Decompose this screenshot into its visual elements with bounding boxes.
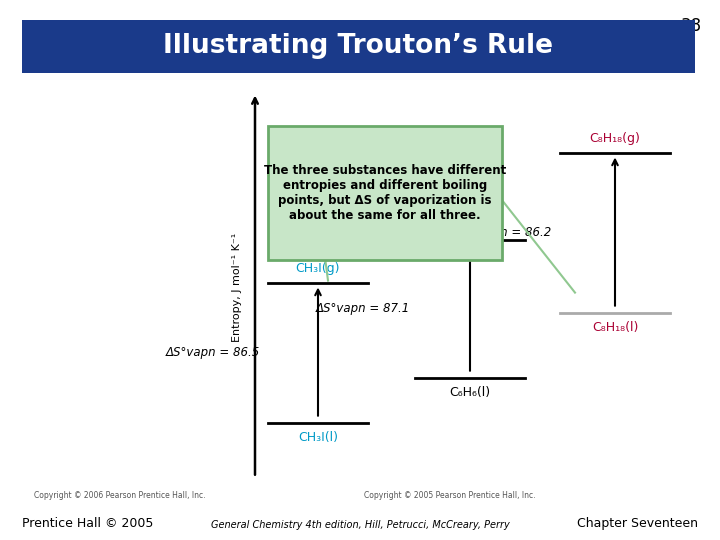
- Text: C₈H₁₈(g): C₈H₁₈(g): [590, 132, 640, 145]
- Text: ΔS°vapn = 86.2: ΔS°vapn = 86.2: [458, 226, 552, 239]
- Text: CH₃I(l): CH₃I(l): [298, 430, 338, 443]
- Text: General Chemistry 4th edition, Hill, Petrucci, McCreary, Perry: General Chemistry 4th edition, Hill, Pet…: [211, 520, 509, 530]
- Text: Copyright © 2005 Pearson Prentice Hall, Inc.: Copyright © 2005 Pearson Prentice Hall, …: [364, 491, 536, 500]
- Text: Copyright © 2006 Pearson Prentice Hall, Inc.: Copyright © 2006 Pearson Prentice Hall, …: [35, 491, 206, 500]
- Text: C₆H₆(l): C₆H₆(l): [449, 386, 490, 399]
- Text: Chapter Seventeen: Chapter Seventeen: [577, 517, 698, 530]
- Text: C₈H₁₈(l): C₈H₁₈(l): [592, 321, 638, 334]
- Text: ΔS°vapn = 87.1: ΔS°vapn = 87.1: [316, 302, 410, 315]
- Text: C₆H₆(g): C₆H₆(g): [447, 219, 492, 232]
- Text: CH₃I(g): CH₃I(g): [296, 261, 341, 275]
- Text: 38: 38: [681, 17, 702, 35]
- Text: The three substances have different
entropies and different boiling
points, but : The three substances have different entr…: [264, 164, 506, 221]
- Text: Prentice Hall © 2005: Prentice Hall © 2005: [22, 517, 153, 530]
- Text: Illustrating Trouton’s Rule: Illustrating Trouton’s Rule: [163, 33, 553, 59]
- FancyBboxPatch shape: [268, 126, 502, 260]
- Text: Entropy, J mol⁻¹ K⁻¹: Entropy, J mol⁻¹ K⁻¹: [232, 233, 242, 342]
- Text: ΔS°vapn = 86.5: ΔS°vapn = 86.5: [166, 346, 260, 359]
